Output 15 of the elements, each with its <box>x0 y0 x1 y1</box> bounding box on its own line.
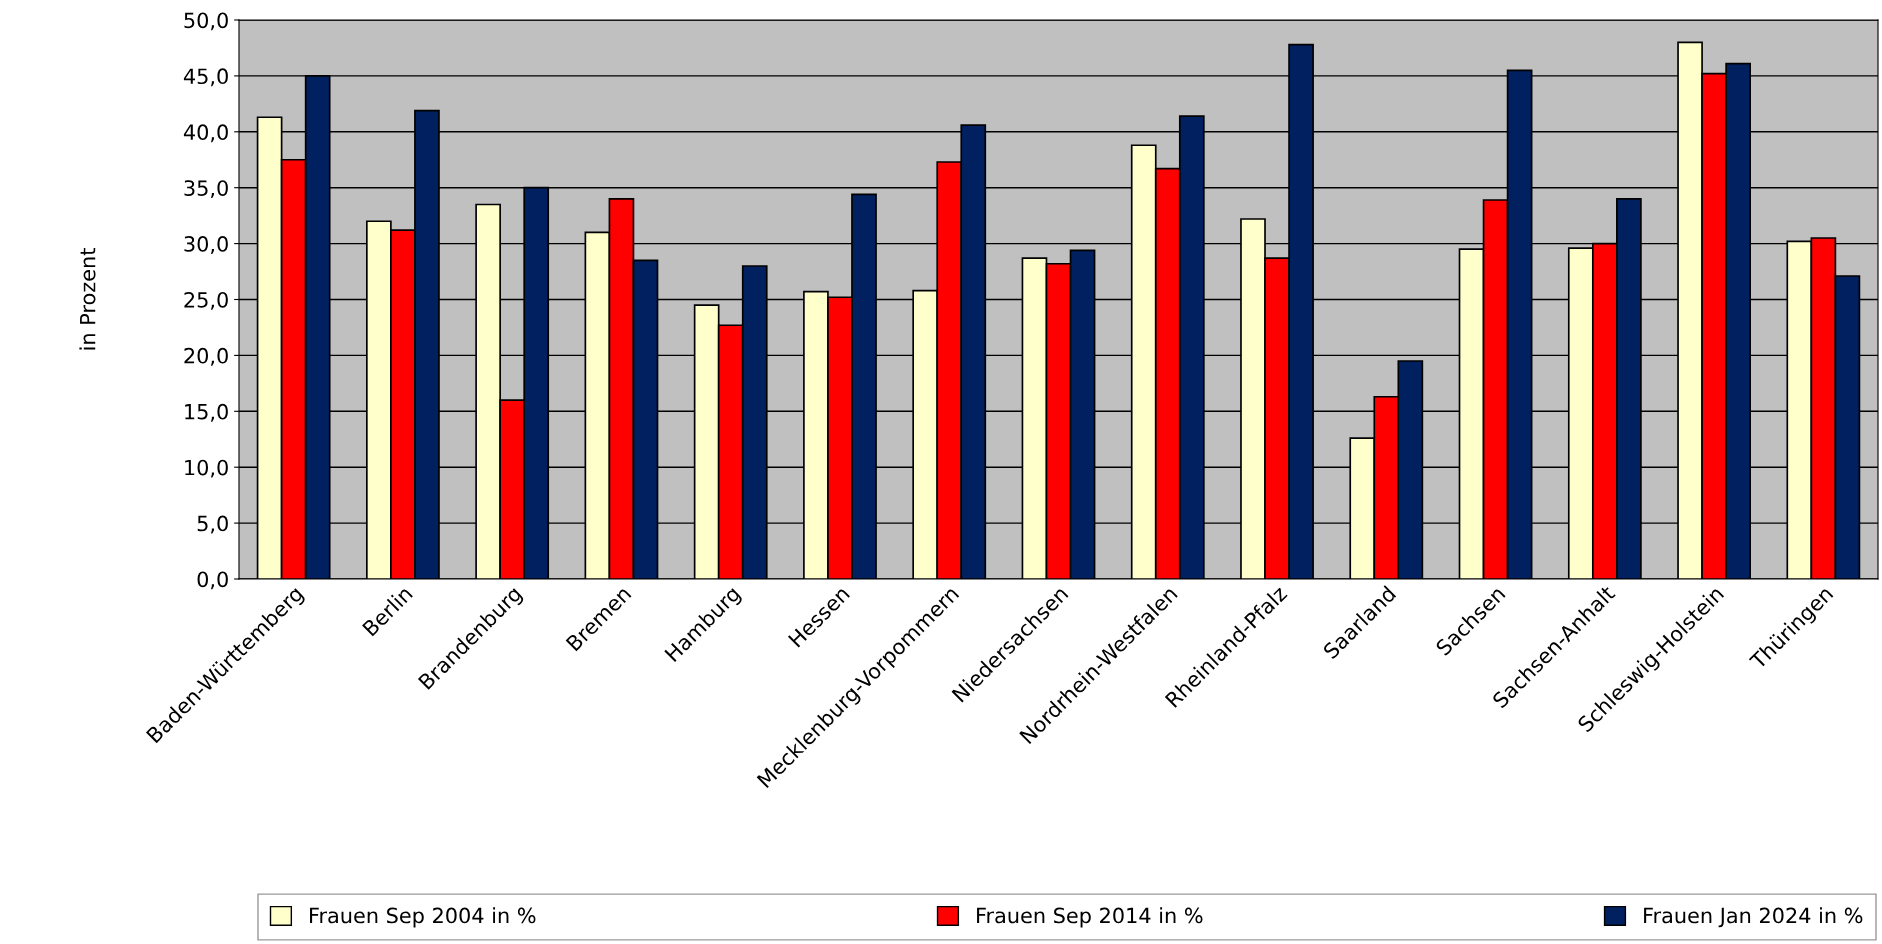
y-tick-label: 5,0 <box>197 515 228 534</box>
y-tick-label: 0,0 <box>197 571 228 590</box>
y-tick-label: 20,0 <box>184 347 228 366</box>
y-axis-title: in Prozent <box>79 248 96 350</box>
legend-label: Frauen Sep 2014 in % <box>977 907 1203 928</box>
legend-label: Frauen Sep 2004 in % <box>310 907 536 928</box>
y-tick-label: 25,0 <box>184 291 228 310</box>
y-tick-label: 10,0 <box>185 459 228 478</box>
y-tick-label: 50,0 <box>184 12 228 31</box>
legend-label: Frauen Jan 2024 in % <box>1644 907 1863 928</box>
y-tick-label: 35,0 <box>184 180 228 199</box>
y-tick-label: 30,0 <box>184 236 228 254</box>
y-tick-label: 45,0 <box>183 68 228 87</box>
y-tick-label: 15,0 <box>185 403 228 422</box>
y-tick-label: 40,0 <box>183 124 228 143</box>
